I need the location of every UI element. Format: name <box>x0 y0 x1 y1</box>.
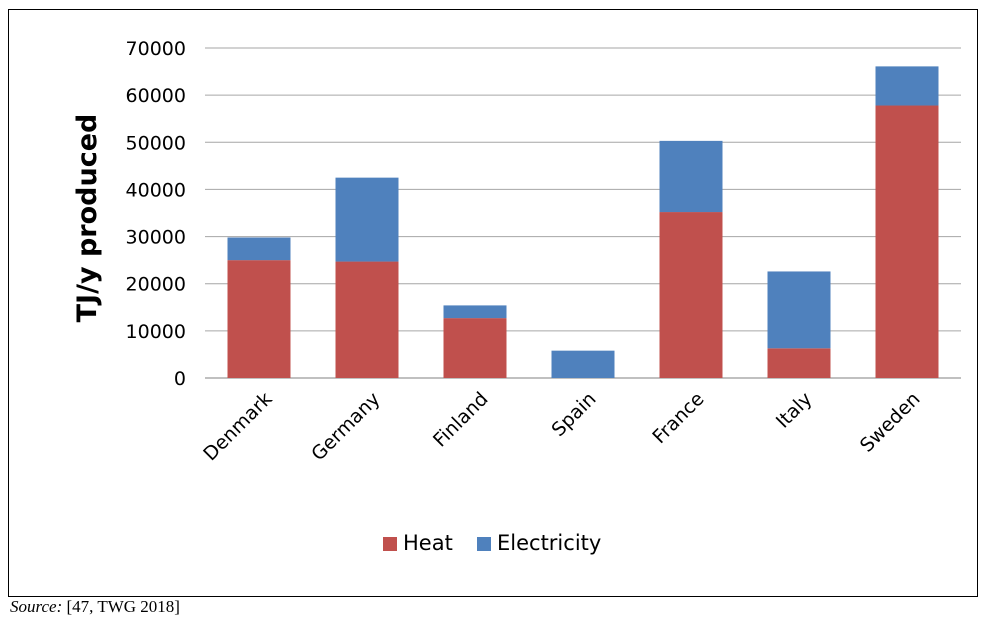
stacked-bar-chart: 0 10000 20000 30000 40000 50000 60000 70000 TJ/y… <box>72 38 961 555</box>
bar-heat-sweden <box>875 105 939 378</box>
legend-label: Heat <box>403 531 453 555</box>
bar-heat-germany <box>335 261 399 378</box>
bar-electricity-sweden <box>875 66 939 106</box>
bar-heat-italy <box>767 348 831 378</box>
bar-electricity-finland <box>443 305 507 319</box>
y-tick-label: 70000 <box>126 38 186 60</box>
source-label: Source: <box>10 597 63 616</box>
x-tick-label: Finland <box>429 388 493 452</box>
bar-electricity-spain <box>551 350 615 378</box>
x-tick-label: Spain <box>547 388 600 441</box>
x-tick-label: Italy <box>772 388 817 433</box>
bar-electricity-germany <box>335 177 399 262</box>
y-tick-label: 60000 <box>126 85 186 107</box>
x-tick-label: Germany <box>307 388 384 465</box>
bar-electricity-italy <box>767 271 831 349</box>
x-tick-label: Sweden <box>856 388 925 457</box>
y-tick-label: 50000 <box>126 132 186 154</box>
x-tick-label: France <box>648 388 708 448</box>
y-tick-label: 40000 <box>126 179 186 201</box>
bar-electricity-denmark <box>227 237 291 261</box>
legend-label: Electricity <box>497 531 601 555</box>
y-tick-label: 20000 <box>126 274 186 296</box>
x-tick-label: Denmark <box>199 388 276 465</box>
bar-electricity-france <box>659 140 723 213</box>
chart-frame <box>8 9 978 597</box>
bar-heat-finland <box>443 318 507 378</box>
legend-swatch-electricity <box>477 537 491 551</box>
source-text: [47, TWG 2018] <box>66 597 180 616</box>
y-tick-label: 10000 <box>126 321 186 343</box>
legend-swatch-heat <box>383 537 397 551</box>
y-tick-label: 0 <box>174 368 186 390</box>
chart-area: 0 10000 20000 30000 40000 50000 60000 70000 TJ/y… <box>18 20 976 593</box>
source-note: Source: [47, TWG 2018] <box>10 597 180 617</box>
y-axis-title: TJ/y produced <box>72 114 103 323</box>
bar-heat-denmark <box>227 260 291 378</box>
bar-heat-france <box>659 212 723 378</box>
y-tick-label: 30000 <box>126 227 186 249</box>
